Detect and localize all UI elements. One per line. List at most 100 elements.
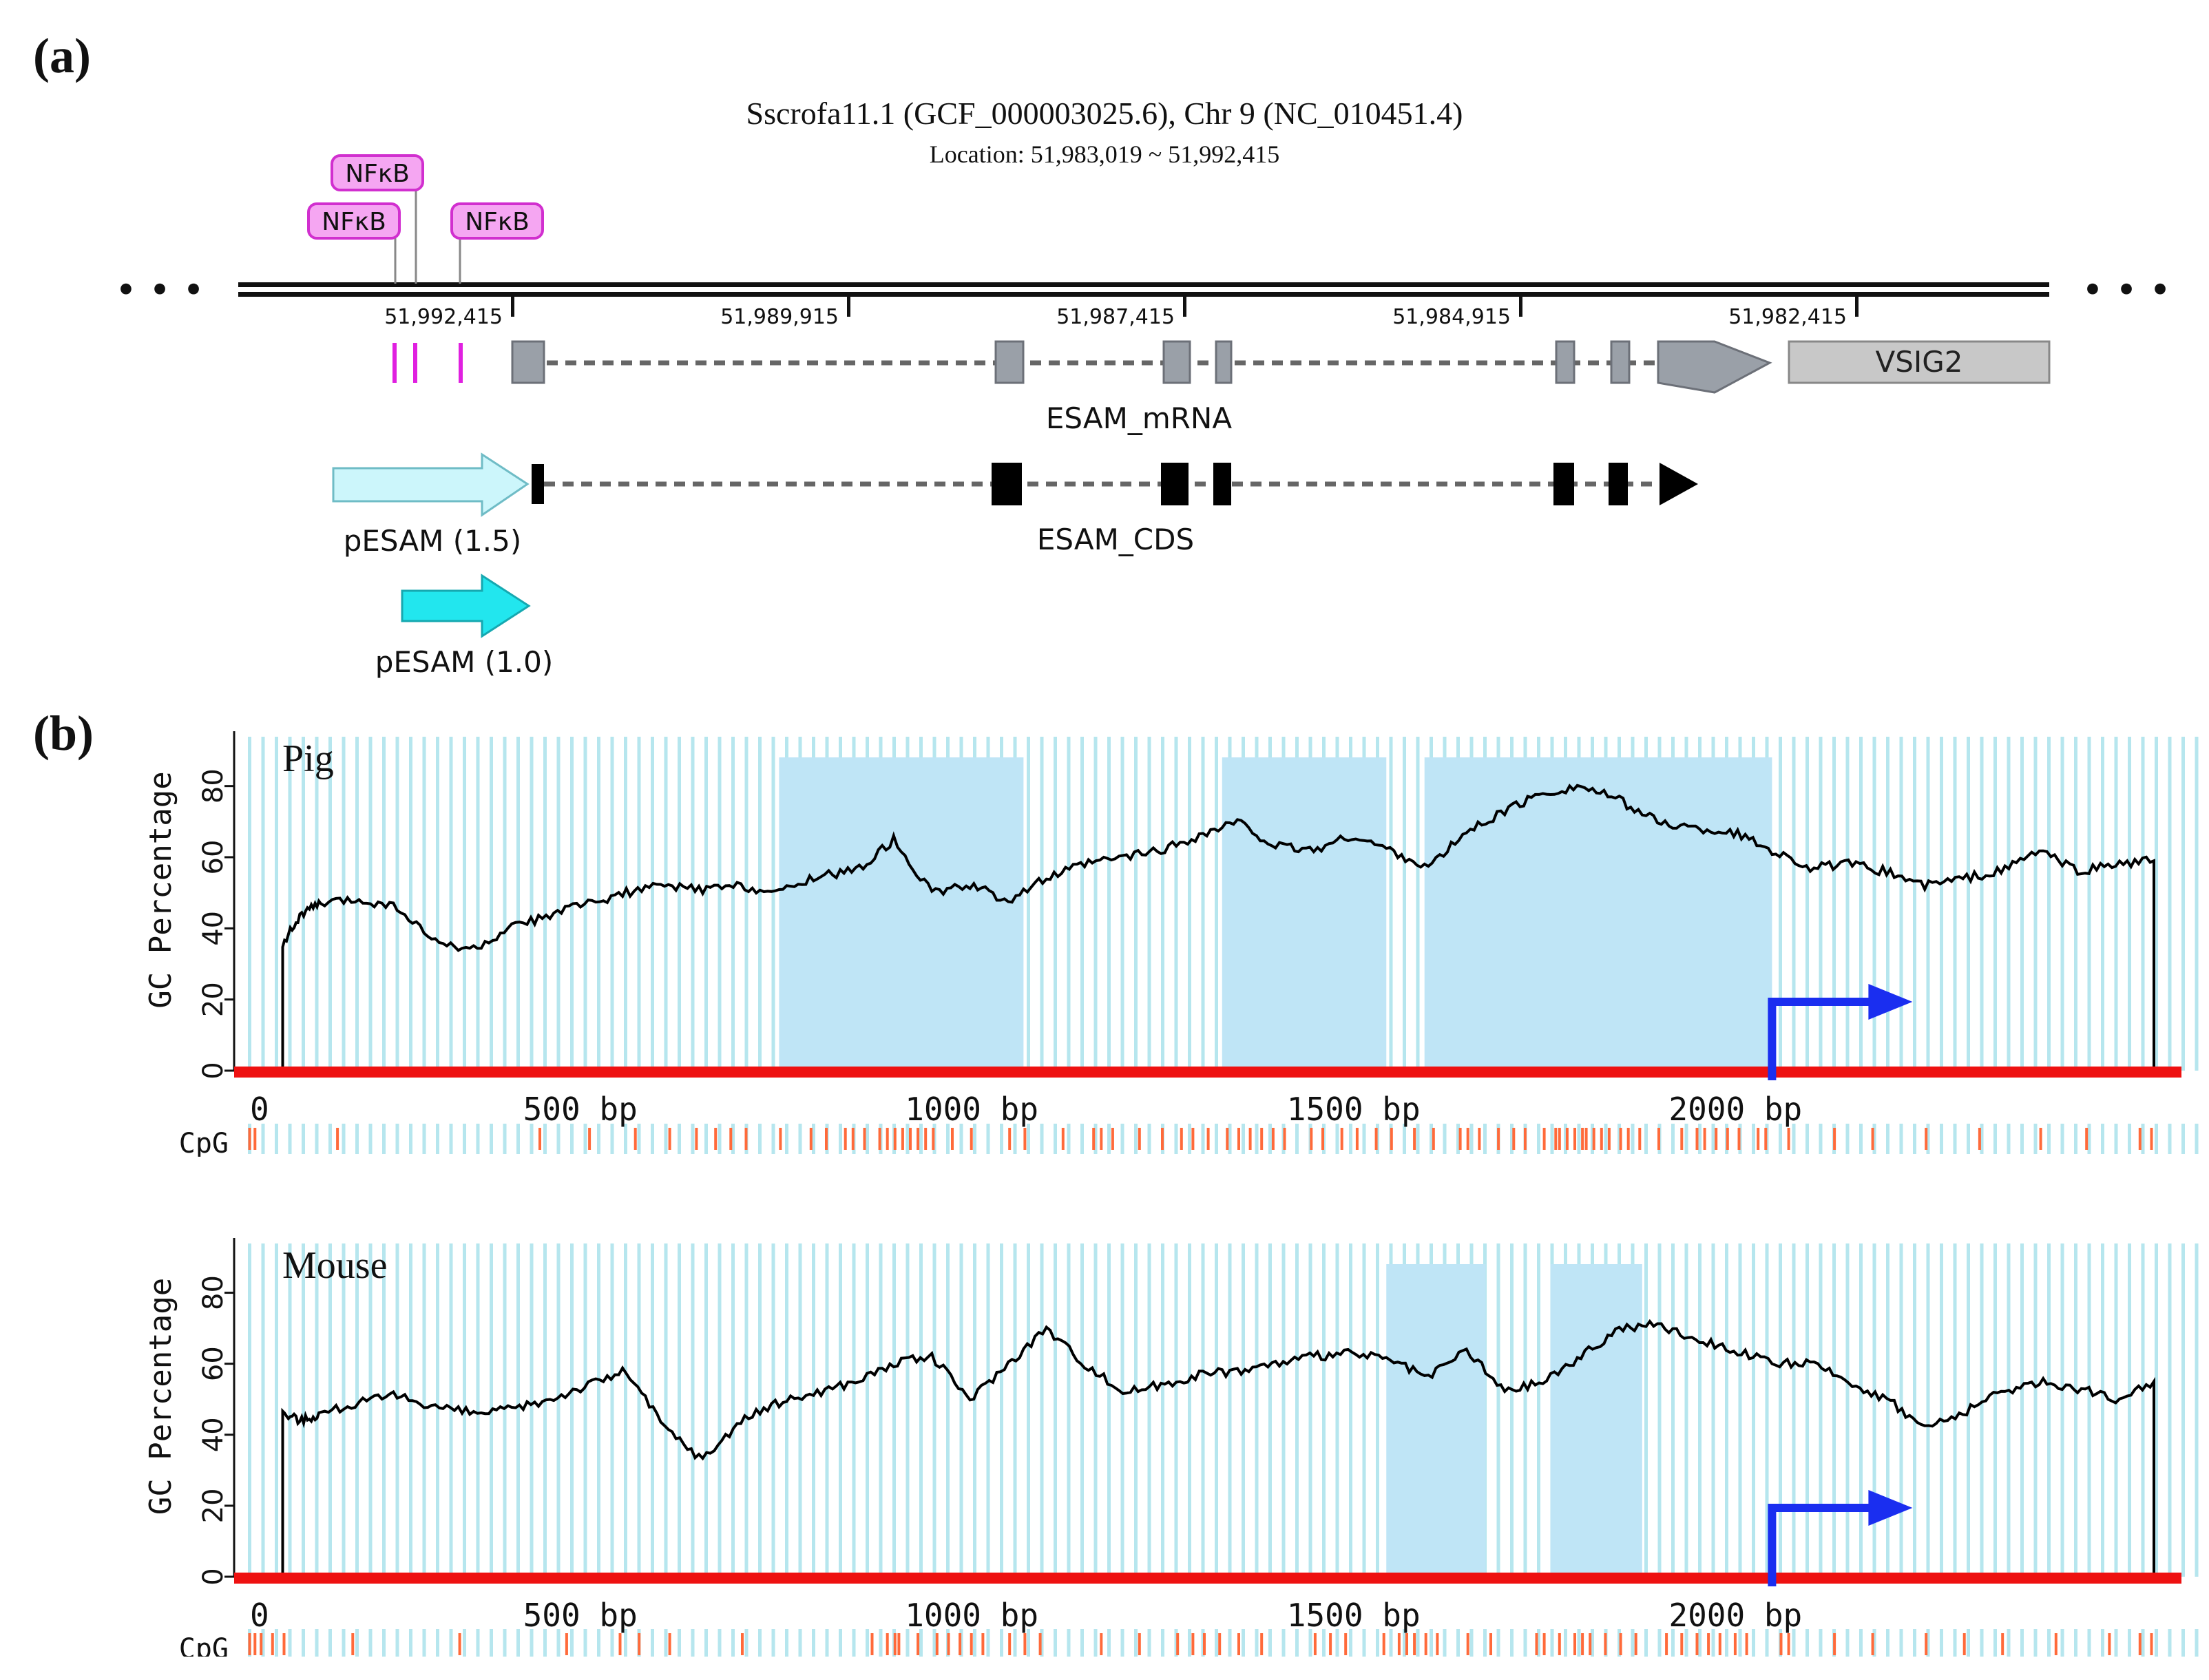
- cpg-site: [1138, 1633, 1141, 1655]
- bg-stripe: [1765, 1629, 1769, 1657]
- bg-stripe: [1335, 1243, 1339, 1577]
- bg-stripe: [2033, 737, 2038, 1071]
- bg-stripe: [2033, 1243, 2038, 1577]
- bg-stripe: [1591, 1629, 1594, 1657]
- cds-exon: [992, 463, 1022, 505]
- red-baseline: [234, 1573, 2181, 1584]
- bg-stripe: [932, 1243, 936, 1577]
- bg-stripe: [664, 737, 668, 1071]
- bg-stripe: [744, 1243, 748, 1577]
- cpg-site: [1764, 1128, 1768, 1150]
- bg-stripe: [302, 1124, 305, 1154]
- cpg-site: [886, 1633, 889, 1655]
- gc-trace: [281, 784, 2155, 1071]
- cpg-site: [917, 1633, 920, 1655]
- bg-stripe: [1725, 1243, 1728, 1577]
- promoter-long-label: pESAM (1.5): [344, 524, 522, 558]
- cpg-site: [1638, 1128, 1642, 1150]
- x-tick-label: 1000 bp: [905, 1091, 1038, 1128]
- bg-stripe: [1779, 1243, 1782, 1577]
- mrna-exon: [1215, 340, 1233, 384]
- bg-stripe: [1161, 1629, 1164, 1657]
- bg-stripe: [1886, 737, 1889, 1071]
- bg-stripe: [1805, 1243, 1809, 1577]
- cpg-site: [1757, 1128, 1760, 1150]
- cpg-site: [1432, 1128, 1435, 1150]
- bg-stripe: [2141, 1243, 2145, 1577]
- cpg-site: [1466, 1128, 1469, 1150]
- bg-stripe: [1671, 1243, 1675, 1577]
- cpg-site: [1260, 1633, 1264, 1655]
- bg-stripe: [597, 1124, 600, 1154]
- bg-stripe: [1805, 737, 1809, 1071]
- bg-stripe: [449, 1124, 453, 1154]
- cpg-site: [1871, 1633, 1874, 1655]
- cpg-site: [1726, 1128, 1729, 1150]
- tss-arrow-head: [1868, 1490, 1913, 1526]
- bg-stripe: [1993, 737, 1997, 1071]
- bg-stripe: [476, 1124, 480, 1154]
- bg-stripe: [1188, 1629, 1191, 1657]
- bg-stripe: [758, 1629, 762, 1657]
- bg-stripe: [463, 737, 466, 1071]
- bg-stripe: [1255, 1629, 1259, 1657]
- bg-stripe: [1242, 1243, 1245, 1577]
- bg-stripe: [1295, 1124, 1299, 1154]
- bg-stripe: [2101, 737, 2104, 1071]
- bg-stripe: [1040, 737, 1044, 1071]
- bg-stripe: [409, 737, 412, 1071]
- cpg-site: [1397, 1633, 1401, 1655]
- cpg-site: [668, 1633, 671, 1655]
- bg-stripe: [1255, 1124, 1259, 1154]
- bg-stripe: [932, 1629, 936, 1657]
- cpg-site: [844, 1128, 847, 1150]
- bg-stripe: [1993, 1124, 1997, 1154]
- bg-stripe: [1322, 1629, 1326, 1657]
- bg-stripe: [1711, 1629, 1715, 1657]
- bg-stripe: [436, 1629, 439, 1657]
- cpg-island: [779, 757, 1024, 1071]
- nfkb-site-lower-right: NFκB: [450, 202, 544, 240]
- axis-tick: [1519, 296, 1522, 317]
- bg-stripe: [476, 737, 480, 1071]
- cpg-site: [917, 1128, 920, 1150]
- bg-stripe: [731, 737, 735, 1071]
- chart-title: Pig: [282, 737, 334, 780]
- bg-stripe: [543, 1629, 547, 1657]
- bg-stripe: [2074, 1243, 2077, 1577]
- bg-stripe: [651, 1243, 654, 1577]
- bg-stripe: [1564, 1124, 1567, 1154]
- bg-stripe: [395, 1629, 399, 1657]
- bg-stripe: [261, 737, 265, 1071]
- bg-stripe: [866, 1629, 869, 1657]
- cpg-site: [282, 1633, 286, 1655]
- bg-stripe: [1698, 1243, 1702, 1577]
- cpg-site: [2150, 1128, 2153, 1150]
- bg-stripe: [1591, 1124, 1594, 1154]
- cpg-site: [1100, 1633, 1103, 1655]
- bg-stripe: [1228, 1243, 1232, 1577]
- bg-stripe: [2074, 1629, 2077, 1657]
- bg-stripe: [758, 1124, 762, 1154]
- bg-stripe: [261, 1243, 265, 1577]
- cpg-site: [886, 1128, 889, 1150]
- bg-stripe: [1215, 737, 1218, 1071]
- bg-stripe: [2087, 1124, 2091, 1154]
- cpg-island: [1386, 1264, 1486, 1577]
- bg-stripe: [1147, 1243, 1151, 1577]
- bg-stripe: [678, 1124, 681, 1154]
- bg-stripe: [691, 1124, 695, 1154]
- bg-stripe: [1376, 1629, 1379, 1657]
- bg-stripe: [1134, 1243, 1138, 1577]
- nfkb-mark: [392, 343, 397, 383]
- cpg-site: [897, 1633, 901, 1655]
- bg-stripe: [1201, 1243, 1205, 1577]
- bg-stripe: [798, 1629, 802, 1657]
- baseline-bar: [234, 1573, 2181, 1584]
- bg-stripe: [1080, 737, 1084, 1071]
- bg-stripe: [986, 1629, 990, 1657]
- cpg-label: CpG: [179, 1128, 229, 1157]
- bg-stripe: [610, 1124, 614, 1154]
- cpg-site: [970, 1128, 973, 1150]
- bg-stripe: [852, 1243, 856, 1577]
